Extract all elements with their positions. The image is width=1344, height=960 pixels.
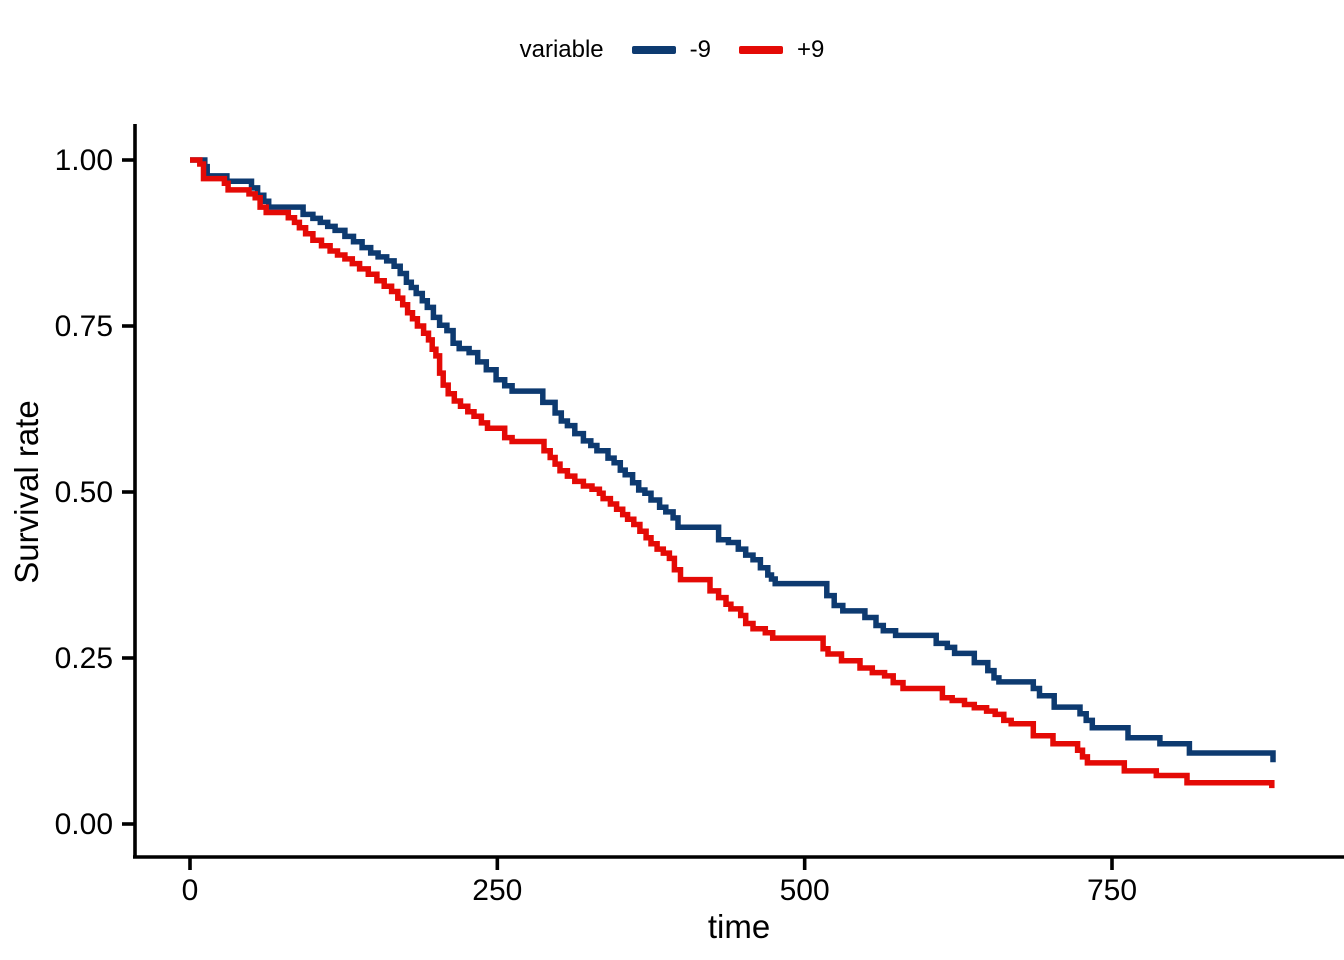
x-tick-label: 500 xyxy=(780,874,830,907)
y-tick-label: 0.25 xyxy=(55,642,113,675)
axes: 0.00 0.25 0.50 0.75 1.00 0 250 500 750 xyxy=(55,124,1344,907)
legend-title: variable xyxy=(519,36,604,63)
series-lines xyxy=(190,157,1276,789)
legend-key-line-pos9-icon xyxy=(739,46,783,54)
x-tick-label: 250 xyxy=(472,874,522,907)
y-axis-title: Survival rate xyxy=(8,400,45,583)
x-axis-title: time xyxy=(708,908,770,945)
legend-label-pos9: +9 xyxy=(797,36,825,63)
legend-key-line-neg9-icon xyxy=(631,46,676,54)
y-tick-label: 0.00 xyxy=(55,808,113,841)
legend-item-neg9: -9 xyxy=(631,36,711,64)
survival-curve-pos9 xyxy=(190,157,1275,789)
x-tick-label: 750 xyxy=(1087,874,1137,907)
legend-item-pos9: +9 xyxy=(739,36,824,64)
survival-curve-neg9 xyxy=(190,157,1276,763)
legend-label-neg9: -9 xyxy=(689,36,711,63)
legend: variable -9 +9 xyxy=(0,36,1344,64)
y-tick-label: 0.50 xyxy=(55,476,113,509)
x-tick-label: 0 xyxy=(182,874,199,907)
y-tick-label: 0.75 xyxy=(55,310,113,343)
y-tick-label: 1.00 xyxy=(55,144,113,177)
